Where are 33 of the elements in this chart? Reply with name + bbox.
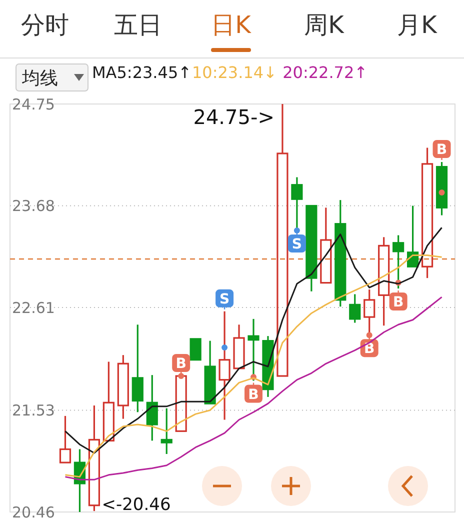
candlestick	[218, 310, 230, 421]
point	[438, 189, 445, 196]
annotation: 24.75->	[193, 105, 274, 129]
y-tick-label: 22.61	[12, 298, 55, 317]
line-series	[64, 226, 443, 454]
data-label: B	[176, 356, 186, 372]
point	[294, 227, 300, 234]
point	[178, 373, 184, 379]
y-tick-label: 21.53	[12, 401, 55, 420]
y-tick-label: 24.75	[12, 95, 55, 114]
candlestick	[160, 408, 172, 455]
text: 20:22.72↑	[282, 63, 368, 82]
point	[366, 332, 372, 338]
candlestick	[421, 146, 434, 279]
candlestick	[146, 374, 158, 442]
text: 10:23.14↓	[192, 63, 277, 82]
data-label: S	[292, 236, 302, 253]
data-label: S	[219, 291, 230, 308]
candlestick	[132, 324, 144, 413]
point	[222, 344, 228, 350]
text: 分时	[21, 11, 69, 39]
text: 日K	[211, 11, 252, 39]
text: 五日	[114, 11, 162, 39]
text: 月K	[397, 11, 438, 39]
annotation: <-20.46	[102, 495, 171, 515]
y-tick-label: 20.46	[12, 503, 55, 522]
data-label: B	[392, 294, 404, 311]
legend-title: 均线	[21, 68, 58, 89]
y-tick-label: 23.68	[12, 197, 55, 216]
text: MA5:23.45↑	[92, 63, 192, 82]
data-label: B	[248, 386, 259, 403]
text: 周K	[304, 11, 346, 39]
data-label: B	[436, 142, 448, 158]
